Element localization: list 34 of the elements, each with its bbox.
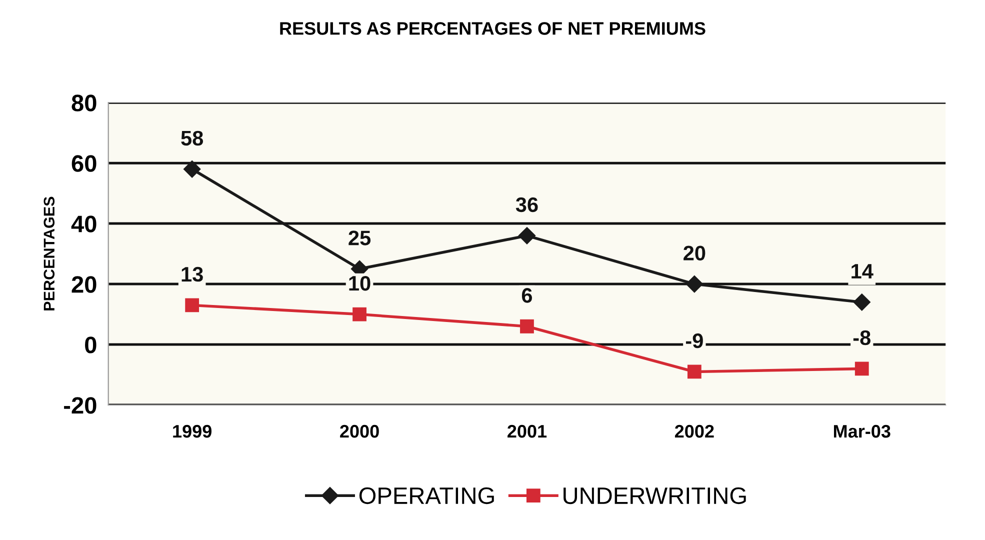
data-label: 14 [852, 264, 874, 278]
x-tick-label: 2001 [508, 424, 547, 438]
y-tick-label: -20 [64, 397, 96, 414]
data-label: 20 [684, 246, 706, 260]
data-label: 10 [349, 276, 370, 291]
x-tick-label: Mar-03 [834, 424, 890, 438]
legend-label: UNDERWRITING [564, 487, 746, 504]
data-label: 58 [181, 130, 204, 146]
y-tick-label: 80 [72, 94, 96, 112]
point [687, 364, 702, 379]
x-tick-label: 2002 [674, 424, 714, 438]
point [184, 160, 201, 178]
point [853, 294, 870, 311]
data-label: 36 [516, 197, 538, 212]
x-tick-label: 1999 [173, 424, 212, 438]
point [518, 227, 536, 244]
point [185, 298, 200, 312]
y-axis-title: PERCENTAGES [44, 196, 55, 310]
data-label: 6 [522, 288, 532, 303]
point [854, 362, 869, 376]
data-label: 25 [348, 230, 371, 246]
y-tick-label: 0 [85, 336, 96, 354]
point [520, 319, 534, 334]
point [686, 275, 703, 293]
y-tick-label: 60 [72, 155, 96, 172]
chart-title: RESULTS AS PERCENTAGES OF NET PREMIUMS [280, 22, 706, 35]
y-tick-label: 40 [71, 216, 96, 232]
data-label: -9 [686, 333, 703, 348]
y-tick-label: 20 [72, 276, 96, 293]
point [352, 307, 366, 322]
x-tick-label: 2000 [340, 424, 379, 438]
legend-label: OPERATING [359, 487, 494, 504]
data-label: -8 [853, 330, 870, 346]
data-label: 13 [182, 266, 203, 282]
